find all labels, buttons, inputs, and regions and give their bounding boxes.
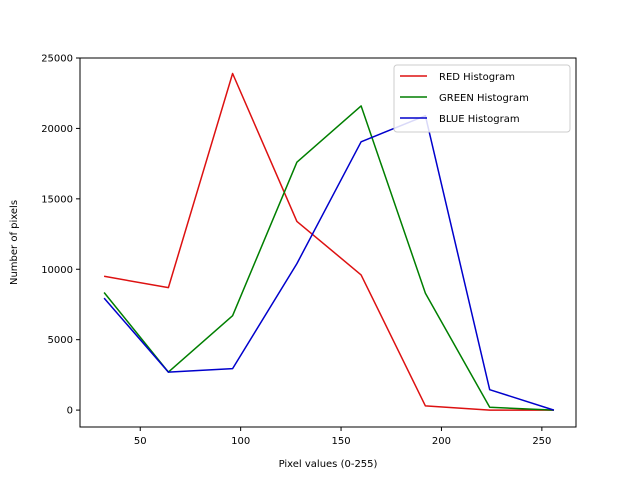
legend-entry: BLUE Histogram [439,114,520,125]
x-tick-label: 100 [231,436,250,447]
x-axis-ticks: 50 100 150 200 250 [134,427,551,447]
x-tick-label: 200 [432,436,451,447]
series-line-2 [103,114,555,411]
y-tick-label: 25000 [41,54,73,65]
series-layer [103,72,555,411]
y-tick-label: 0 [67,406,73,417]
series-line-1 [103,105,554,411]
y-tick-label: 15000 [41,194,73,205]
x-tick-label: 50 [134,436,147,447]
x-axis-label: Pixel values (0-255) [279,459,378,470]
y-tick-label: 5000 [48,335,73,346]
series-line-0 [103,72,554,411]
x-tick-label: 150 [332,436,351,447]
legend-box [393,64,571,133]
legend: RED Histogram GREEN Histogram BLUE Histogr… [393,64,571,133]
y-axis-label: Number of pixels [9,200,20,285]
y-axis-ticks: 0 5000 10000 15000 20000 25000 [41,54,80,417]
y-tick-label: 10000 [41,265,73,276]
y-tick-label: 20000 [41,124,73,135]
legend-entry: RED Histogram [439,72,515,83]
x-tick-label: 250 [532,436,551,447]
plot-frame [79,57,577,428]
legend-entry: GREEN Histogram [439,93,529,104]
